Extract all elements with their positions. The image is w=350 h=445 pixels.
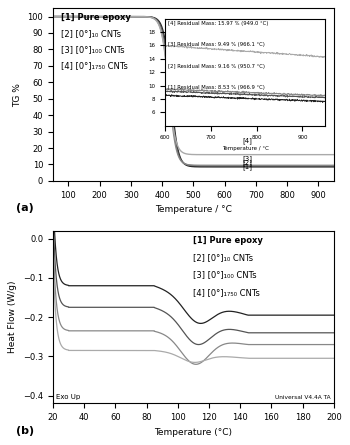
Text: [3] [0°]₁₀₀ CNTs: [3] [0°]₁₀₀ CNTs bbox=[61, 45, 125, 54]
X-axis label: Temperature (°C): Temperature (°C) bbox=[154, 428, 232, 437]
Text: [4]: [4] bbox=[243, 138, 252, 144]
Text: [1] Pure epoxy: [1] Pure epoxy bbox=[0, 444, 1, 445]
Text: [3] [0°]₁₀₀ CNTs: [3] [0°]₁₀₀ CNTs bbox=[193, 271, 257, 279]
Text: [4] [0°]: [4] [0°] bbox=[0, 444, 1, 445]
Text: [2] [0°]: [2] [0°] bbox=[0, 444, 1, 445]
Text: [1] Pure epoxy: [1] Pure epoxy bbox=[61, 12, 131, 22]
Text: [4] [0°]₁₇₅₀ CNTs: [4] [0°]₁₇₅₀ CNTs bbox=[61, 61, 128, 70]
Text: [1] Pure epoxy: [1] Pure epoxy bbox=[193, 236, 263, 245]
Text: (b): (b) bbox=[16, 426, 34, 436]
Text: (a): (a) bbox=[16, 203, 34, 213]
Text: [3]: [3] bbox=[243, 155, 253, 162]
Text: [4] [0°]1750 CNTs: [4] [0°]1750 CNTs bbox=[0, 444, 1, 445]
Text: [2]: [2] bbox=[243, 159, 252, 166]
Text: [4] [0°]₁₇₅₀ CNTs: [4] [0°]₁₇₅₀ CNTs bbox=[193, 288, 260, 297]
Text: Universal V4.4A TA: Universal V4.4A TA bbox=[275, 395, 331, 400]
Text: [2] [0°]₁₀ CNTs: [2] [0°]₁₀ CNTs bbox=[61, 28, 121, 38]
X-axis label: Temperature / °C: Temperature / °C bbox=[155, 205, 232, 214]
Text: [1]: [1] bbox=[243, 163, 253, 170]
Text: [2] [0°]₁₀ CNTs: [2] [0°]₁₀ CNTs bbox=[193, 253, 253, 262]
Text: [3] [0°]: [3] [0°] bbox=[0, 444, 1, 445]
Y-axis label: Heat Flow (W/g): Heat Flow (W/g) bbox=[8, 281, 18, 353]
Y-axis label: TG %: TG % bbox=[13, 83, 22, 106]
Text: Exo Up: Exo Up bbox=[56, 394, 80, 400]
Text: [3] [0°]100 CNTs: [3] [0°]100 CNTs bbox=[0, 444, 1, 445]
Text: [2] [0°]10 CNTs: [2] [0°]10 CNTs bbox=[0, 444, 1, 445]
